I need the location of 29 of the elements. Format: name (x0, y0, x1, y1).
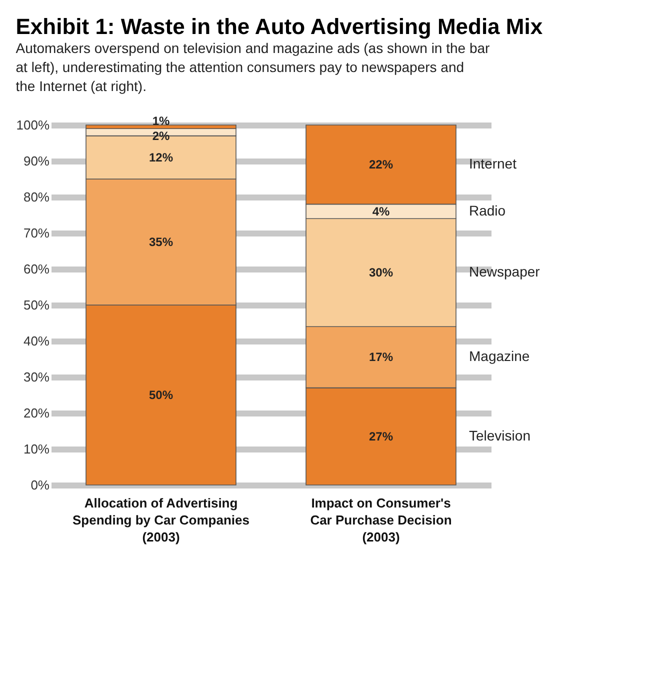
series-label: Television (469, 427, 530, 444)
chart-subtitle: Automakers overspend on television and magazine ads (as shown in the bar at left), underestimating the attention consumers pay to newspapers and the Internet (at right). (16, 40, 490, 94)
data-label: 17% (368, 350, 394, 364)
y-tick-label: 30% (23, 370, 50, 384)
data-label: 30% (368, 266, 394, 280)
y-tick-label: 60% (23, 262, 50, 276)
data-label: 35% (148, 235, 174, 249)
data-label: 1% (152, 114, 170, 128)
y-tick-label: 80% (23, 190, 50, 204)
series-label: Internet (469, 156, 517, 172)
data-label: 12% (148, 150, 174, 164)
y-tick-label: 20% (23, 406, 50, 420)
y-tick-label: 70% (23, 226, 50, 240)
y-tick-label: 90% (23, 154, 50, 168)
series-label: Magazine (469, 348, 530, 364)
data-label: 4% (372, 204, 390, 218)
chart-title: Exhibit 1: Waste in the Auto Advertising Media Mix (16, 14, 544, 39)
series-label: Radio (469, 202, 506, 218)
series-label: Newspaper (469, 264, 540, 280)
data-label: 27% (368, 429, 394, 444)
y-tick-label: 0% (30, 478, 50, 492)
x-tick-label: Allocation of Advertising Spending by Car Companies (2003) (72, 496, 250, 544)
y-tick-label: 50% (23, 298, 50, 312)
x-tick-label: Impact on Consumer's Car Purchase Decision (2003) (310, 496, 452, 544)
data-label: 50% (148, 388, 174, 402)
y-tick-label: 100% (16, 118, 50, 132)
y-tick-label: 40% (23, 334, 50, 348)
y-tick-label: 10% (23, 442, 50, 456)
data-label: 22% (368, 158, 394, 172)
